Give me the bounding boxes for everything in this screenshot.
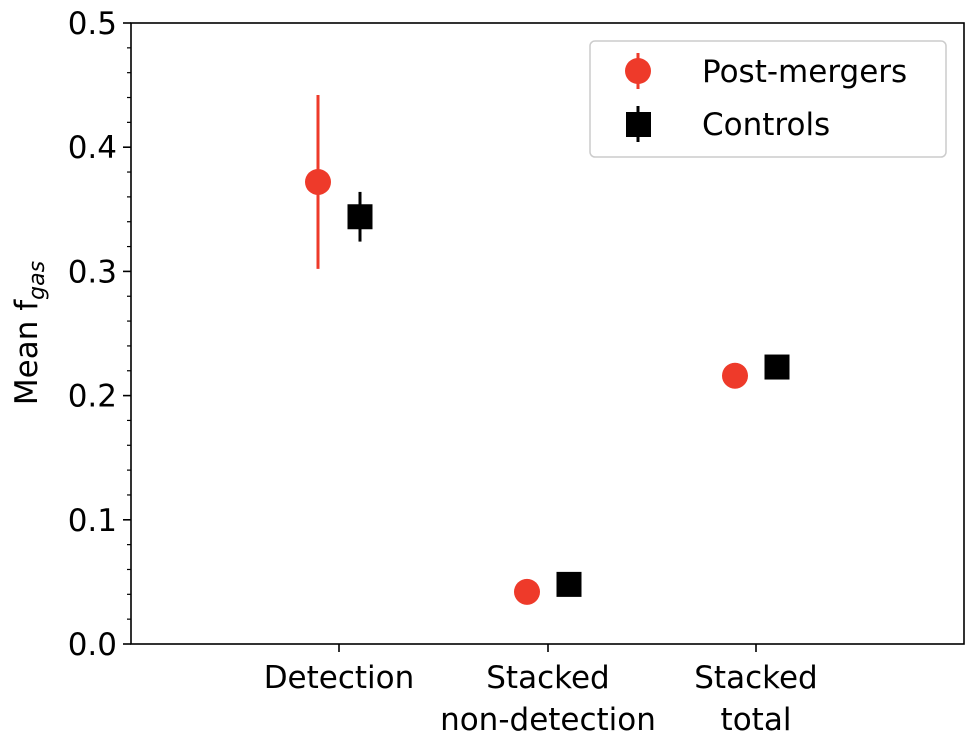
legend-label-post-mergers: Post-mergers bbox=[702, 54, 907, 90]
point-post-mergers bbox=[305, 168, 331, 195]
point-post-mergers bbox=[722, 362, 748, 389]
point-post-mergers bbox=[514, 578, 540, 605]
x-tick-label: Stacked bbox=[486, 660, 609, 696]
y-tick-label: 0.0 bbox=[68, 627, 117, 663]
point-controls bbox=[556, 571, 582, 597]
y-tick-label: 0.2 bbox=[68, 379, 117, 415]
x-axis: Detection Stacked non-detection Stacked tota… bbox=[264, 644, 818, 738]
x-tick-label: total bbox=[721, 702, 792, 738]
y-tick-label: 0.5 bbox=[68, 6, 117, 42]
legend: Post-mergers Controls bbox=[589, 40, 947, 158]
legend-frame bbox=[589, 40, 947, 158]
point-controls bbox=[764, 354, 790, 380]
data-marks bbox=[305, 95, 790, 605]
point-controls bbox=[347, 204, 373, 230]
y-axis: 0.0 0.1 0.2 0.3 0.4 0.5 bbox=[68, 6, 131, 663]
x-tick-label: non-detection bbox=[440, 702, 656, 738]
y-tick-label: 0.4 bbox=[68, 130, 117, 166]
y-tick-label: 0.3 bbox=[68, 254, 117, 290]
y-axis-label: Mean fgas bbox=[9, 261, 50, 405]
x-tick-label: Detection bbox=[264, 660, 415, 696]
legend-marker-post-mergers bbox=[625, 58, 651, 84]
y-tick-label: 0.1 bbox=[68, 503, 117, 539]
legend-label-controls: Controls bbox=[702, 107, 830, 143]
x-tick-label: Stacked bbox=[694, 660, 817, 696]
legend-marker-controls bbox=[626, 112, 651, 137]
